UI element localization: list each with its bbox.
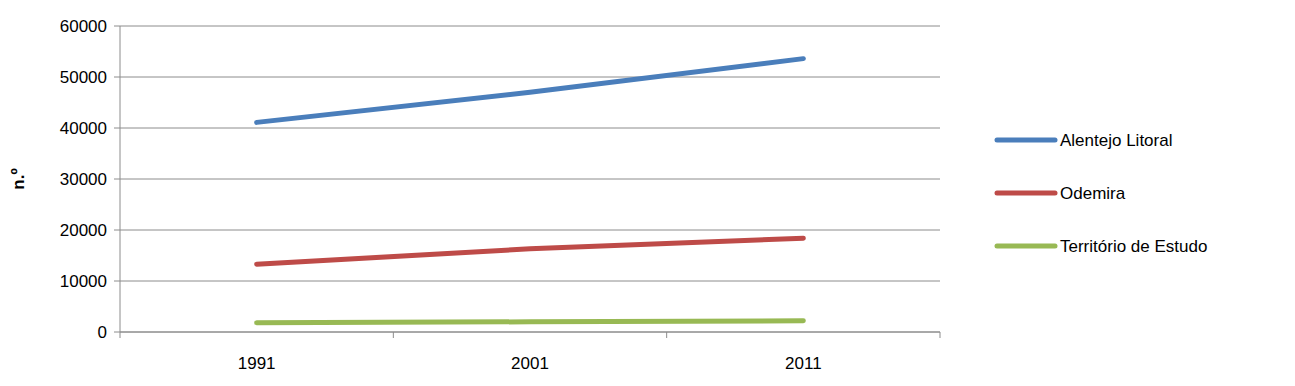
y-tick-label: 30000 xyxy=(60,170,107,189)
y-tick-label: 10000 xyxy=(60,272,107,291)
y-axis-label: n.º xyxy=(9,168,28,189)
grid-line xyxy=(120,230,940,231)
grid-line xyxy=(120,179,940,180)
tick-mark xyxy=(114,332,120,333)
x-axis xyxy=(120,332,940,333)
y-tick-label: 40000 xyxy=(60,119,107,138)
chart: 0 10000 20000 30000 40000 50000 60000 1991 2001 2… xyxy=(0,0,1295,386)
series-line xyxy=(257,59,804,123)
tick-mark xyxy=(114,230,120,231)
grid-line xyxy=(120,332,940,333)
y-tick-label: 20000 xyxy=(60,221,107,240)
grid-line xyxy=(120,26,940,27)
legend-label: Território de Estudo xyxy=(1060,237,1207,256)
legend-label: Odemira xyxy=(1060,184,1126,203)
y-axis xyxy=(120,26,121,332)
x-tick-mark xyxy=(393,332,394,338)
grid-line xyxy=(120,128,940,129)
x-tick-mark xyxy=(940,332,941,338)
y-tick-label: 0 xyxy=(98,323,107,342)
y-tick-label: 60000 xyxy=(60,17,107,36)
chart-container: 0 10000 20000 30000 40000 50000 60000 1991 2001 2… xyxy=(0,0,1295,386)
plot-area xyxy=(257,59,804,323)
legend-swatch xyxy=(997,138,1055,143)
y-tick-label: 50000 xyxy=(60,68,107,87)
legend-swatch xyxy=(997,191,1055,196)
legend-swatch xyxy=(997,244,1055,249)
series-line xyxy=(257,321,804,323)
grid-line xyxy=(120,281,940,282)
tick-mark xyxy=(114,77,120,78)
series-line xyxy=(257,238,804,264)
tick-mark xyxy=(114,179,120,180)
tick-mark xyxy=(114,26,120,27)
grid-line xyxy=(120,77,940,78)
x-tick-label: 2001 xyxy=(511,354,549,373)
legend-label: Alentejo Litoral xyxy=(1060,131,1172,150)
x-tick-mark xyxy=(666,332,667,338)
legend: Alentejo Litoral Odemira Território de Est… xyxy=(997,131,1207,256)
tick-mark xyxy=(114,128,120,129)
x-tick-label: 1991 xyxy=(238,354,276,373)
x-tick-mark xyxy=(120,332,121,338)
tick-mark xyxy=(114,281,120,282)
x-tick-label: 2011 xyxy=(785,354,822,373)
